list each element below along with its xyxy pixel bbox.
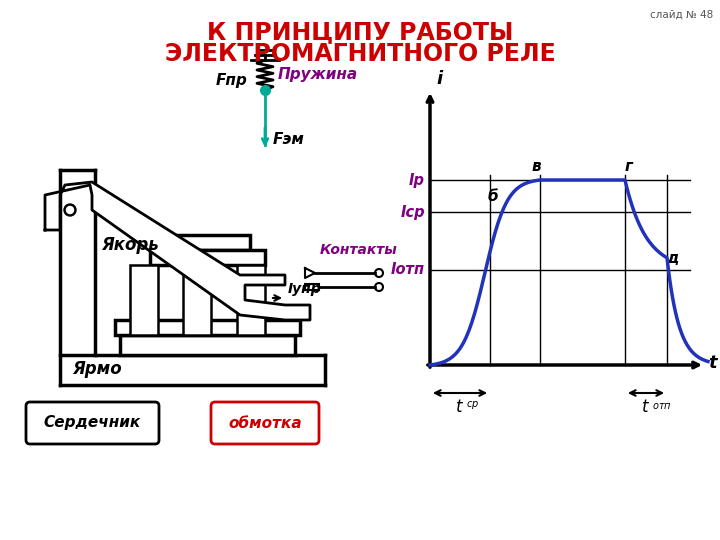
Text: $_{ср}$: $_{ср}$ bbox=[466, 398, 480, 412]
Text: Якорь: Якорь bbox=[101, 236, 159, 254]
Text: Iупр: Iупр bbox=[288, 282, 322, 296]
Circle shape bbox=[66, 206, 73, 213]
Text: $t$: $t$ bbox=[456, 398, 464, 416]
Circle shape bbox=[64, 204, 76, 216]
Text: слайд № 48: слайд № 48 bbox=[649, 10, 713, 20]
Text: Сердечник: Сердечник bbox=[43, 415, 140, 430]
Text: ЭЛЕКТРОМАГНИТНОГО РЕЛЕ: ЭЛЕКТРОМАГНИТНОГО РЕЛЕ bbox=[165, 42, 555, 66]
Text: Iср: Iср bbox=[400, 205, 425, 219]
Polygon shape bbox=[45, 182, 310, 320]
Bar bbox=[237, 265, 265, 335]
Text: д: д bbox=[666, 251, 678, 266]
Text: Ip: Ip bbox=[409, 172, 425, 187]
Text: $_{отп}$: $_{отп}$ bbox=[652, 398, 672, 412]
FancyBboxPatch shape bbox=[211, 402, 319, 444]
Text: Fэм: Fэм bbox=[273, 132, 305, 147]
Text: Пружина: Пружина bbox=[278, 68, 358, 83]
Text: Iотп: Iотп bbox=[391, 262, 425, 278]
Bar bbox=[120, 335, 295, 355]
Text: i: i bbox=[436, 70, 442, 88]
Text: Контакты: Контакты bbox=[320, 243, 397, 257]
Text: г: г bbox=[625, 159, 633, 174]
Bar bbox=[305, 284, 319, 290]
Polygon shape bbox=[305, 268, 315, 278]
Bar bbox=[130, 265, 158, 335]
FancyBboxPatch shape bbox=[26, 402, 159, 444]
Text: Fпр: Fпр bbox=[215, 72, 247, 87]
Bar bbox=[150, 250, 265, 265]
Bar bbox=[115, 320, 300, 335]
Text: $t$: $t$ bbox=[642, 398, 650, 416]
Bar bbox=[165, 235, 250, 250]
Text: t: t bbox=[708, 354, 716, 372]
Text: Ярмо: Ярмо bbox=[72, 360, 122, 378]
Text: б: б bbox=[487, 189, 498, 204]
Text: обмотка: обмотка bbox=[228, 415, 302, 430]
Text: К ПРИНЦИПУ РАБОТЫ: К ПРИНЦИПУ РАБОТЫ bbox=[207, 20, 513, 44]
Text: в: в bbox=[531, 159, 541, 174]
Bar bbox=[183, 265, 211, 335]
